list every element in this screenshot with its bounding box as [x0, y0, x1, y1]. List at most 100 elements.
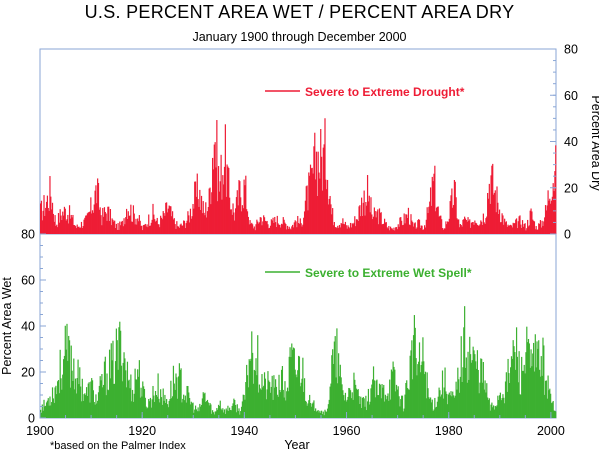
wet-bar	[348, 387, 350, 418]
drought-bar	[93, 204, 95, 234]
wet-bar	[115, 328, 117, 418]
drought-bar	[449, 201, 451, 234]
drought-bar	[308, 172, 310, 234]
drought-bar	[314, 132, 316, 234]
drought-bar	[91, 210, 94, 234]
drought-bar	[104, 211, 106, 234]
wet-bar	[406, 388, 409, 418]
wet-bar	[107, 389, 109, 418]
wet-bar	[492, 407, 494, 418]
drought-bar	[306, 185, 308, 234]
drought-bar	[212, 157, 214, 234]
drought-bar	[333, 221, 335, 234]
wet-bar	[510, 356, 513, 418]
wet-bar	[539, 376, 542, 418]
drought-bar	[71, 217, 73, 234]
drought-bar	[43, 195, 45, 234]
drought-bar	[82, 226, 84, 234]
drought-bar	[482, 213, 484, 234]
drought-bar	[461, 226, 463, 234]
drought-bar	[336, 228, 338, 234]
wet-bar	[267, 371, 269, 418]
wet-bar	[384, 401, 386, 418]
drought-bar	[70, 214, 72, 234]
drought-bar	[361, 197, 363, 234]
wet-bar	[335, 377, 337, 418]
drought-bar	[332, 225, 335, 234]
wet-bar	[470, 354, 472, 418]
wet-bar	[550, 393, 552, 418]
wet-bar	[475, 368, 478, 418]
drought-bar	[259, 217, 261, 234]
drought-bar	[245, 175, 247, 234]
drought-bar	[443, 228, 445, 234]
drought-bar	[118, 229, 120, 234]
wet-bar	[85, 387, 88, 418]
wet-bar	[524, 373, 526, 418]
wet-bar	[269, 392, 272, 418]
wet-bar	[111, 360, 113, 418]
wet-bar	[44, 406, 46, 418]
drought-bar	[427, 213, 429, 234]
drought-bar	[309, 164, 312, 234]
drought-bar	[527, 219, 529, 234]
wet-bar	[242, 394, 244, 418]
drought-bar	[223, 184, 225, 234]
wet-bar	[136, 379, 138, 418]
drought-bar	[337, 225, 339, 234]
drought-bar	[149, 225, 152, 234]
drought-bar	[269, 227, 271, 234]
drought-bar	[352, 224, 354, 234]
drought-bar	[137, 218, 139, 234]
drought-bar	[107, 206, 109, 234]
drought-bar	[160, 217, 163, 234]
wet-bar	[538, 340, 540, 418]
drought-bar	[224, 124, 226, 234]
drought-bar	[358, 206, 360, 234]
drought-bar	[273, 222, 275, 234]
drought-bar	[474, 220, 476, 234]
wet-bar	[312, 402, 314, 418]
wet-bar	[245, 382, 247, 418]
wet-bar	[493, 409, 496, 418]
drought-bar	[212, 169, 215, 234]
wet-bar	[166, 398, 168, 418]
drought-bar	[160, 215, 162, 234]
wet-bar	[217, 404, 220, 418]
drought-bar	[127, 211, 129, 234]
drought-bar	[499, 222, 501, 234]
wet-bar	[258, 384, 261, 418]
wet-bar	[170, 380, 172, 418]
drought-bar	[200, 195, 203, 234]
wet-bar	[498, 399, 500, 418]
drought-bar	[389, 226, 392, 234]
wet-bar	[71, 370, 73, 418]
drought-bar	[122, 226, 124, 234]
drought-bar	[263, 217, 266, 234]
drought-bar	[438, 216, 440, 234]
drought-bar	[322, 147, 324, 234]
wet-bar	[547, 375, 549, 418]
drought-bar	[436, 206, 438, 234]
wet-bar	[367, 388, 370, 418]
wet-bar	[332, 363, 335, 418]
drought-bar	[515, 218, 518, 234]
wet-bar	[461, 382, 463, 418]
drought-bar	[384, 218, 386, 234]
drought-bar	[239, 181, 241, 234]
drought-bar	[136, 224, 138, 234]
drought-bar	[131, 221, 133, 234]
wet-bar	[252, 383, 255, 418]
wet-bar	[92, 390, 94, 418]
wet-bar	[352, 399, 354, 418]
wet-bar	[551, 402, 553, 418]
wet-bar	[413, 315, 415, 418]
wet-bar	[131, 401, 133, 418]
drought-bar	[257, 223, 260, 234]
drought-bar	[89, 211, 91, 234]
drought-bar	[176, 221, 178, 234]
drought-bar	[550, 203, 552, 234]
drought-bar	[381, 224, 383, 234]
drought-bar	[483, 222, 485, 234]
drought-bar	[372, 216, 375, 234]
